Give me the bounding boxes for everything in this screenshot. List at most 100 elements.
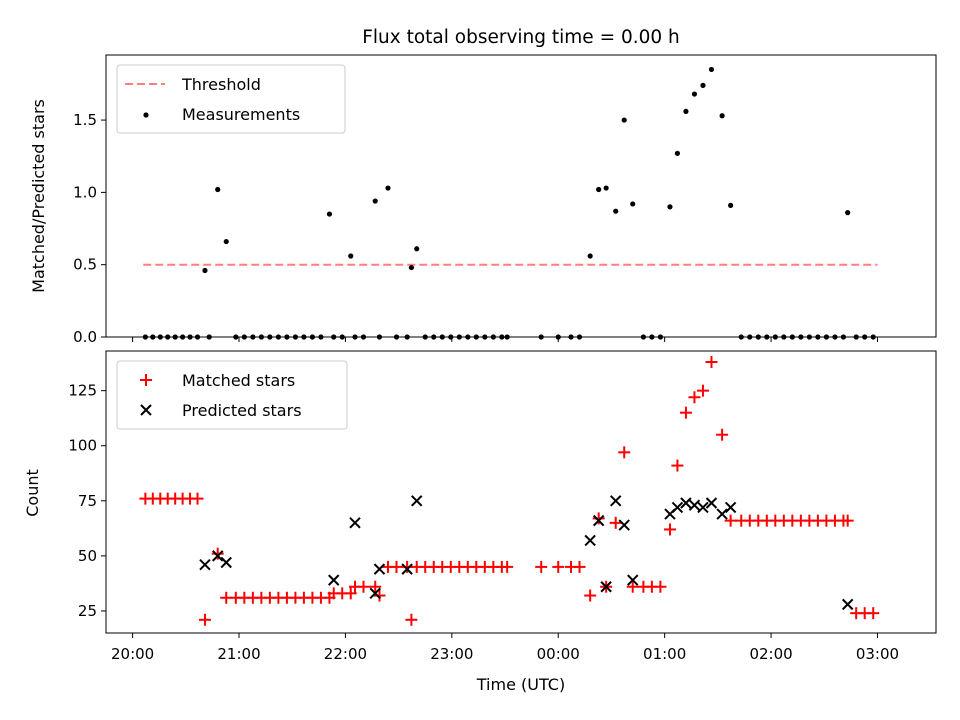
predicted-star-point	[697, 501, 709, 514]
x-tick-label: 03:00	[856, 645, 899, 663]
matched-star-point	[671, 459, 684, 472]
ratio-y-tick-label: 1.5	[73, 111, 97, 129]
x-tick-label: 02:00	[749, 645, 792, 663]
measurement-point	[202, 267, 208, 274]
ratio-panel-frame	[105, 54, 937, 338]
predicted-star-point	[627, 574, 639, 586]
predicted-star-point	[618, 519, 630, 531]
measurement-point	[674, 150, 681, 156]
x-tick-label: 21:00	[217, 645, 260, 663]
count-x-axis-ticks: 20:00 21:00 22:00 23:00 00:00 01:00 02:00 03:00	[111, 633, 899, 663]
matched-star-point	[584, 589, 597, 602]
predicted-star-point	[609, 495, 622, 507]
measurement-point	[348, 253, 354, 259]
predicted-star-point	[592, 514, 605, 527]
predicted-star-point	[724, 501, 737, 514]
count-y-tick-label: 50	[78, 547, 97, 565]
measurement-point	[223, 238, 229, 245]
matched-star-point	[688, 391, 701, 404]
matched-star-point	[626, 580, 639, 593]
predicted-star-point	[688, 499, 701, 511]
ratio-y-axis-label: Matched/Predicted stars	[29, 99, 48, 293]
matched-star-point	[618, 446, 631, 459]
matched-star-point	[724, 514, 737, 527]
predicted-star-point	[401, 563, 413, 575]
x-tick-label: 20:00	[111, 645, 154, 663]
predicted-star-point	[671, 501, 684, 514]
measurement-point	[728, 202, 734, 208]
legend-measurements-label: Measurements	[182, 105, 300, 124]
count-legend: Matched stars Predicted stars	[116, 360, 348, 430]
predicted-star-point	[705, 497, 718, 509]
x-tick-label: 01:00	[643, 645, 686, 663]
measurement-point	[630, 201, 636, 207]
count-y-tick-label: 25	[78, 602, 97, 620]
x-tick-label: 00:00	[537, 645, 580, 663]
matched-star-point	[373, 589, 386, 602]
x-tick-label: 22:00	[324, 645, 367, 663]
matched-star-point	[609, 516, 622, 529]
measurement-point	[215, 186, 221, 193]
predicted-star-point	[716, 508, 728, 520]
measurement-point	[845, 210, 851, 216]
legend-matched-label: Matched stars	[182, 371, 295, 390]
ratio-x-axis-ticks	[132, 337, 878, 342]
ratio-legend-box	[116, 64, 346, 134]
measurement-point	[700, 82, 706, 88]
count-y-tick-label: 75	[78, 492, 97, 510]
predicted-star-point	[328, 574, 340, 586]
legend-predicted-swatch	[140, 404, 152, 416]
predicted-stars-points	[199, 495, 854, 611]
x-axis-label: Time (UTC)	[476, 675, 565, 694]
matched-star-point	[716, 428, 729, 441]
matched-star-point	[198, 613, 211, 626]
ratio-panel: Flux total observing time = 0.00 h 0.00.…	[29, 27, 937, 346]
predicted-star-point	[212, 550, 224, 562]
measurement-point	[326, 211, 333, 217]
predicted-star-point	[349, 517, 361, 529]
matched-star-point	[369, 580, 382, 593]
matched-star-point	[405, 613, 418, 626]
count-panel: 25 50 75 100 125 20:00 21:00 22:00 23:00 00:00 01…	[23, 350, 937, 694]
matched-star-point	[841, 514, 854, 527]
legend-threshold-label: Threshold	[181, 75, 261, 94]
ratio-y-axis-ticks: 0.0 0.5 1.0 1.5	[73, 111, 106, 346]
predicted-star-point	[199, 558, 211, 571]
count-y-tick-label: 100	[68, 437, 97, 455]
matched-star-point	[654, 580, 667, 593]
matched-star-point	[705, 356, 718, 369]
matched-star-point	[344, 587, 357, 600]
predicted-star-point	[369, 587, 381, 600]
measurement-point	[603, 185, 609, 191]
x-tick-label: 23:00	[430, 645, 473, 663]
matched-star-point	[679, 406, 692, 419]
measurement-point	[613, 208, 619, 214]
measurement-point	[414, 246, 420, 252]
measurement-point	[719, 113, 725, 119]
predicted-star-point	[841, 598, 854, 611]
legend-predicted-label: Predicted stars	[182, 401, 302, 420]
measurement-point	[587, 253, 593, 259]
count-y-axis-ticks: 25 50 75 100 125	[68, 382, 106, 620]
measurement-point	[691, 91, 698, 97]
matched-star-point	[535, 560, 548, 573]
count-y-tick-label: 125	[68, 382, 97, 400]
matched-star-point	[552, 560, 565, 573]
ratio-y-tick-label: 0.0	[73, 328, 97, 346]
matched-star-point	[390, 560, 403, 573]
predicted-star-point	[680, 497, 692, 509]
matched-star-point	[592, 512, 605, 525]
predicted-star-point	[584, 534, 596, 547]
measurement-point	[385, 185, 391, 191]
matched-star-point	[211, 547, 224, 560]
matched-stars-points	[139, 356, 880, 626]
predicted-star-point	[220, 556, 232, 569]
measurement-point	[667, 204, 673, 210]
matched-star-point	[696, 384, 709, 397]
matched-star-point	[867, 607, 880, 620]
measurement-point	[708, 66, 715, 73]
chart-title: Flux total observing time = 0.00 h	[362, 27, 680, 48]
measurement-point	[683, 108, 689, 114]
matched-star-point	[501, 560, 514, 573]
